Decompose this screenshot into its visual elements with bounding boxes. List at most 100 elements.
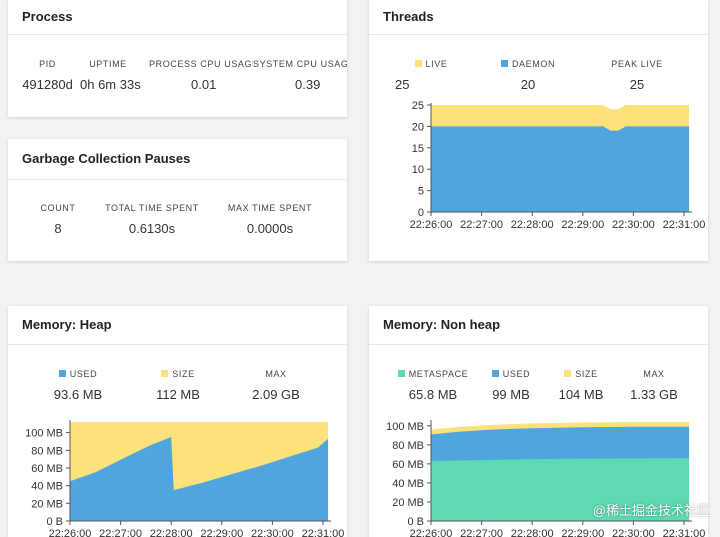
stat-size: SIZE 112 MB [140,368,216,402]
stat-value: 93.6 MB [53,387,103,402]
legend-swatch-daemon [500,60,508,67]
stat-value: 0.01 [191,77,217,92]
stat-value: 1.33 GB [630,387,678,402]
nonheap-chart: 0 B 20 MB 40 MB 60 MB 80 MB 100 MB 22:26:00 22:… [386,420,706,537]
y-tick-label: 60 MB [31,463,63,475]
stat-max-time: MAX TIME SPENT 0.0000s [220,202,320,236]
legend-swatch-size [564,370,572,377]
legend-swatch-used [58,370,66,377]
x-tick-label: 22:26:00 [410,219,453,231]
stat-value: 25 [395,77,410,92]
stat-label: SIZE [575,369,598,379]
stat-label: MAX [265,369,287,379]
y-tick-label: 100 MB [25,428,63,440]
process-title: Process [8,0,347,35]
y-tick-label: 15 [412,143,424,155]
x-tick-label: 22:27:00 [460,528,503,537]
stat-label: SIZE [172,369,195,379]
threads-title: Threads [369,0,708,35]
y-tick-label: 20 MB [31,498,63,510]
stat-label: USED [502,369,531,379]
x-tick-label: 22:31:00 [663,528,706,537]
x-tick-label: 22:28:00 [511,219,554,231]
stat-system-cpu: SYSTEM CPU USAGE 0.39 [253,58,347,92]
x-tick-label: 22:27:00 [460,219,503,231]
y-tick-label: 40 MB [392,478,424,490]
stat-value: 112 MB [156,387,200,402]
legend-swatch-used [491,370,499,377]
stat-label: COUNT [40,203,76,213]
y-tick-label: 0 [418,207,424,219]
stat-used: USED 93.6 MB [40,368,116,402]
stat-label: LIVE [425,59,448,69]
stat-label: PROCESS CPU USAGE [149,59,253,69]
stat-used: USED 99 MB [481,368,541,402]
heap-card: Memory: Heap USED 93.6 MB SIZE 112 MB MA… [8,306,347,537]
x-tick-label: 22:28:00 [150,528,193,537]
x-tick-label: 22:31:00 [302,528,345,537]
stat-live: LIVE 25 [389,58,473,92]
heap-chart: 0 B 20 MB 40 MB 60 MB 80 MB 100 MB 22:26:00 22:… [25,420,345,537]
x-tick-label: 22:30:00 [612,528,655,537]
gc-title: Garbage Collection Pauses [8,139,347,180]
stat-label: DAEMON [511,59,556,69]
stat-peak-live: PEAK LIVE 25 [595,58,679,92]
legend-swatch-metaspace [397,370,405,377]
x-tick-label: 22:30:00 [612,219,655,231]
y-tick-label: 5 [418,186,424,198]
stat-label: SYSTEM CPU USAGE [253,59,347,69]
stat-value: 8 [54,221,62,236]
stat-process-cpu: PROCESS CPU USAGE 0.01 [149,58,253,92]
area-used [70,437,329,521]
stat-value: 0.6130s [128,221,176,236]
x-tick-label: 22:26:00 [410,528,453,537]
y-tick-label: 80 MB [392,440,424,452]
area-daemon [431,126,690,212]
stat-total-time: TOTAL TIME SPENT 0.6130s [98,202,206,236]
y-tick-label: 40 MB [31,481,63,493]
x-tick-label: 22:26:00 [49,528,92,537]
x-tick-label: 22:27:00 [99,528,142,537]
stat-label: PEAK LIVE [611,59,663,69]
stat-label: TOTAL TIME SPENT [105,203,199,213]
stat-value: 0.0000s [246,221,294,236]
stat-size: SIZE 104 MB [551,368,611,402]
x-tick-label: 22:30:00 [251,528,294,537]
x-tick-label: 22:28:00 [511,528,554,537]
stat-value: 25 [629,77,645,92]
y-tick-label: 0 B [46,516,63,528]
process-card: Process PID 491280d UPTIME 0h 6m 33s PRO… [8,0,347,117]
y-tick-label: 20 [412,121,424,133]
watermark: @稀土掘金技术社区 [592,503,710,518]
y-tick-label: 25 [412,100,424,112]
y-tick-label: 0 B [407,516,424,528]
y-tick-label: 100 MB [386,421,424,433]
legend-swatch-size [161,370,169,377]
x-tick-label: 22:29:00 [561,528,604,537]
x-tick-label: 22:29:00 [200,528,243,537]
area-metaspace [431,458,690,521]
stat-label: MAX TIME SPENT [227,203,313,213]
stat-value: 491280d [22,77,73,92]
y-tick-label: 80 MB [31,445,63,457]
stat-daemon: DAEMON 20 [486,58,570,92]
stat-value: 0.39 [295,77,321,92]
stat-count: COUNT 8 [20,202,96,236]
stat-metaspace: METASPACE 65.8 MB [393,368,473,402]
nonheap-title: Memory: Non heap [369,306,708,345]
legend-swatch-live [414,60,422,67]
stat-label: METASPACE [408,369,469,379]
stat-value: 99 MB [492,387,530,402]
y-tick-label: 10 [412,164,424,176]
y-tick-label: 60 MB [392,459,424,471]
stat-value: 65.8 MB [408,387,458,402]
stat-value: 104 MB [558,387,604,402]
x-tick-label: 22:29:00 [561,219,604,231]
stat-value: 0h 6m 33s [80,77,141,92]
stat-label: MAX [643,369,665,379]
threads-chart: 0 5 10 15 20 25 22:26:00 22:27:00 22:28:00 22:29:… [410,100,706,231]
nonheap-card: Memory: Non heap METASPACE 65.8 MB USED … [369,306,708,537]
stat-max: MAX 2.09 GB [238,368,314,402]
stat-max: MAX 1.33 GB [621,368,687,402]
stat-label: UPTIME [89,59,127,69]
